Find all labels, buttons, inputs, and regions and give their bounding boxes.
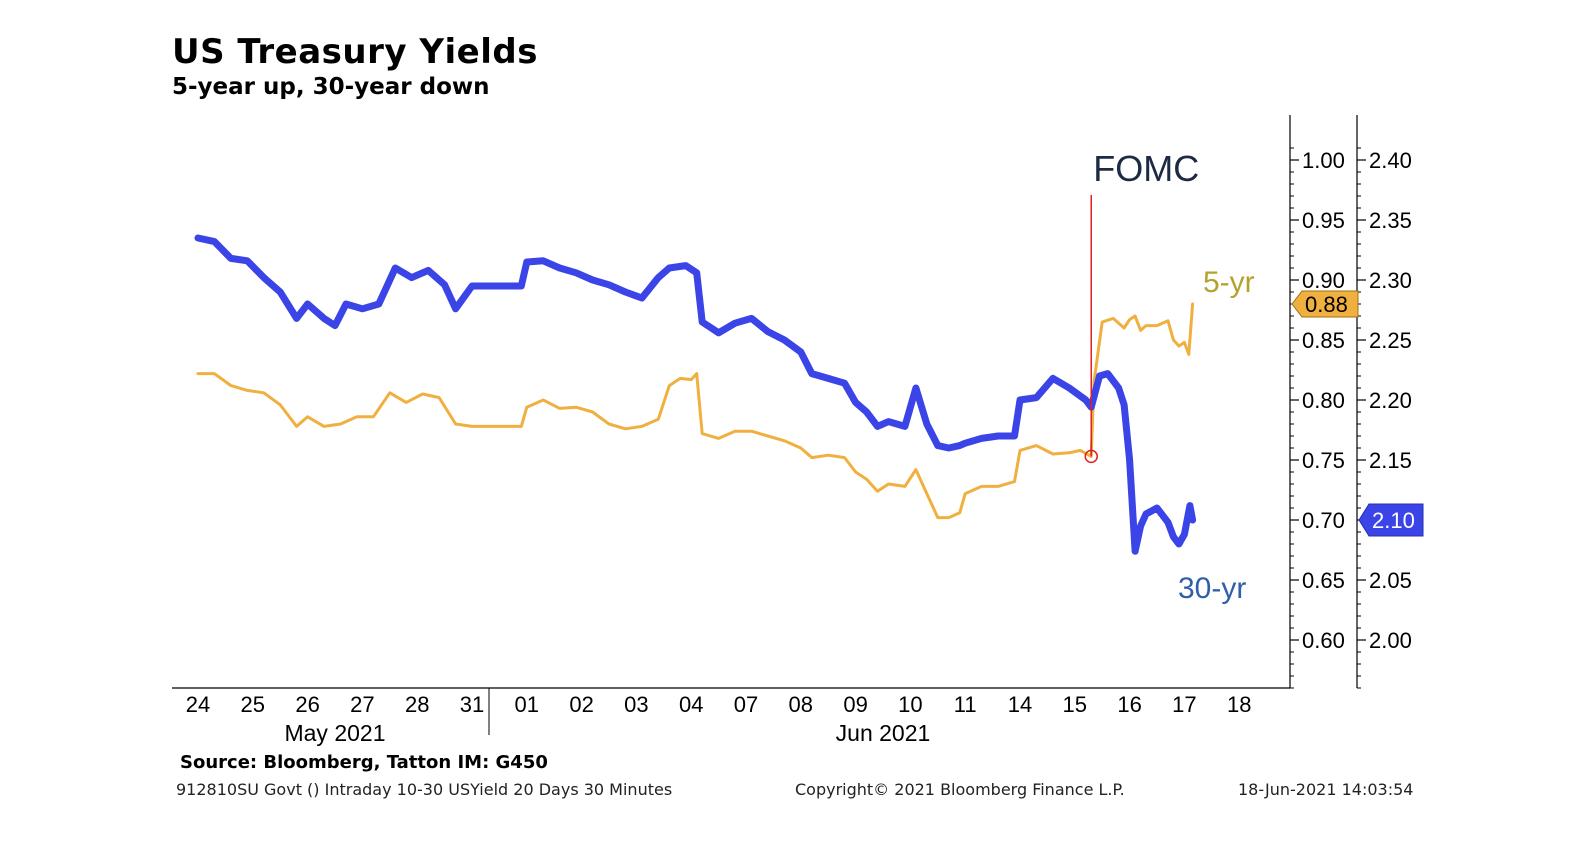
x-tick-label: 16 [1117, 692, 1141, 717]
thirty-year-tick-label: 2.40 [1369, 148, 1412, 173]
five-year-tick-label: 0.90 [1302, 268, 1345, 293]
thirty-year-series-label: 30-yr [1178, 572, 1246, 605]
thirty-year-tick-label: 2.00 [1369, 628, 1412, 653]
x-tick-label: 31 [460, 692, 484, 717]
page-subtitle: 5-year up, 30-year down [172, 74, 490, 100]
thirty-year-tick-label: 2.35 [1369, 208, 1412, 233]
five-year-tick-label: 0.80 [1302, 388, 1345, 413]
x-tick-label: 25 [241, 692, 265, 717]
x-tick-label: 11 [954, 692, 977, 717]
five-year-tick-label: 0.75 [1302, 448, 1345, 473]
x-tick-label: 24 [186, 692, 210, 717]
x-tick-label: 10 [898, 692, 922, 717]
x-group-label: May 2021 [284, 720, 385, 746]
x-tick-label: 09 [843, 692, 867, 717]
x-tick-label: 27 [350, 692, 374, 717]
source-note: Source: Bloomberg, Tatton IM: G450 [180, 752, 548, 773]
page-title: US Treasury Yields [172, 32, 538, 72]
five-year-series-label: 5-yr [1203, 266, 1255, 299]
x-tick-label: 14 [1008, 692, 1032, 717]
x-group-label: Jun 2021 [836, 720, 931, 746]
five-year-tick-label: 0.70 [1302, 508, 1345, 533]
x-tick-label: 03 [624, 692, 648, 717]
x-tick-label: 04 [679, 692, 703, 717]
x-tick-label: 15 [1063, 692, 1087, 717]
thirty-year-series-line [194, 234, 1197, 555]
five-year-tick-label: 1.00 [1302, 148, 1345, 173]
x-tick-label: 28 [405, 692, 429, 717]
fomc-marker-circle [1084, 449, 1098, 464]
x-tick-label: 17 [1172, 692, 1196, 717]
fomc-label: FOMC [1093, 148, 1199, 189]
x-tick-label: 18 [1227, 692, 1251, 717]
thirty-year-last-value: 2.10 [1372, 508, 1415, 533]
five-year-last-value: 0.88 [1305, 292, 1348, 317]
x-tick-label: 26 [295, 692, 319, 717]
thirty-year-last-value-tag [1358, 503, 1424, 537]
thirty-year-tick-label: 2.20 [1369, 388, 1412, 413]
thirty-year-tick-label: 2.25 [1369, 328, 1412, 353]
five-year-tick-label: 0.65 [1302, 568, 1345, 593]
x-tick-label: 08 [789, 692, 813, 717]
five-year-tick-label: 0.95 [1302, 208, 1345, 233]
thirty-year-tick-label: 2.05 [1369, 568, 1412, 593]
timestamp-note: 18-Jun-2021 14:03:54 [1238, 780, 1414, 799]
five-year-series-line [196, 302, 1195, 520]
five-year-tick-label: 0.60 [1302, 628, 1345, 653]
thirty-year-tick-label: 2.15 [1369, 448, 1412, 473]
five-year-last-value-tag [1291, 290, 1359, 318]
thirty-year-tick-label: 2.30 [1369, 268, 1412, 293]
x-tick-label: 07 [734, 692, 758, 717]
x-tick-label: 01 [515, 692, 539, 717]
five-year-tick-label: 0.85 [1302, 328, 1345, 353]
x-tick-label: 02 [569, 692, 593, 717]
query-note: 912810SU Govt () Intraday 10-30 USYield … [176, 780, 673, 799]
copyright-note: Copyright© 2021 Bloomberg Finance L.P. [795, 780, 1125, 799]
